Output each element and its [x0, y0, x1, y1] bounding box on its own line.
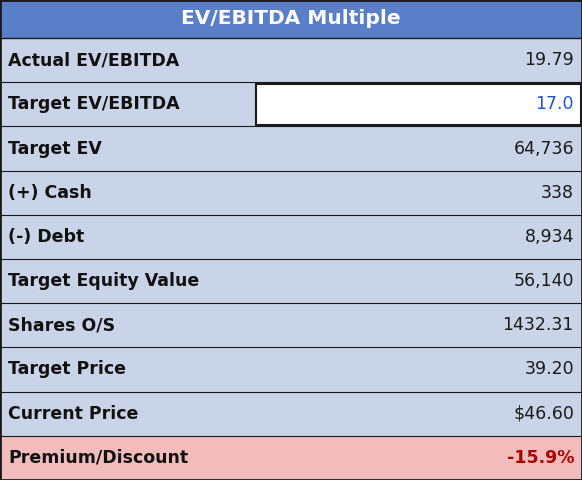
Text: (+) Cash: (+) Cash: [8, 184, 92, 202]
Bar: [256, 84, 580, 125]
Text: 56,140: 56,140: [513, 272, 574, 290]
Bar: [0, 126, 582, 170]
Text: Target EV: Target EV: [8, 140, 102, 157]
Text: Current Price: Current Price: [8, 405, 139, 423]
Text: -15.9%: -15.9%: [506, 449, 574, 467]
Bar: [256, 436, 582, 480]
Text: $46.60: $46.60: [513, 405, 574, 423]
Text: Target Price: Target Price: [8, 360, 126, 379]
Text: 1432.31: 1432.31: [503, 316, 574, 334]
Bar: [0, 303, 582, 348]
Text: 17.0: 17.0: [535, 96, 574, 113]
Bar: [0, 259, 582, 303]
Bar: [0, 215, 582, 259]
Text: 19.79: 19.79: [524, 51, 574, 69]
Bar: [0, 0, 582, 38]
Bar: [0, 38, 582, 82]
Text: Actual EV/EBITDA: Actual EV/EBITDA: [8, 51, 179, 69]
Text: 8,934: 8,934: [524, 228, 574, 246]
Bar: [0, 348, 582, 392]
Bar: [0, 392, 582, 436]
Text: Premium/Discount: Premium/Discount: [8, 449, 188, 467]
Bar: [0, 170, 582, 215]
Text: 64,736: 64,736: [513, 140, 574, 157]
Text: Target Equity Value: Target Equity Value: [8, 272, 199, 290]
Text: 338: 338: [541, 184, 574, 202]
Bar: [0, 82, 582, 126]
Text: (-) Debt: (-) Debt: [8, 228, 84, 246]
Text: Shares O/S: Shares O/S: [8, 316, 115, 334]
Bar: [0, 436, 582, 480]
Text: Target EV/EBITDA: Target EV/EBITDA: [8, 96, 180, 113]
Text: 39.20: 39.20: [524, 360, 574, 379]
Text: EV/EBITDA Multiple: EV/EBITDA Multiple: [181, 10, 401, 28]
